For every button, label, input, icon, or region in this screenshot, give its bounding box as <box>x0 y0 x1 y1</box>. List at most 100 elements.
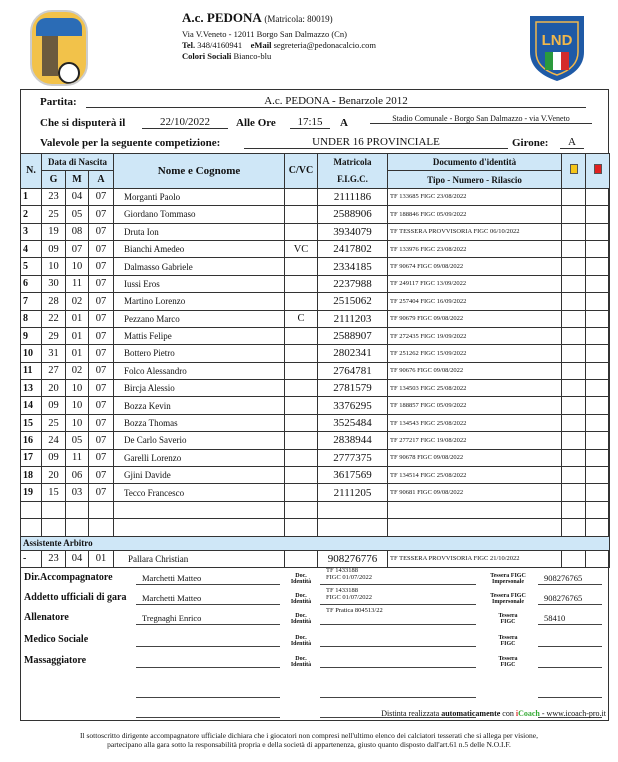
icoach-credit: Distinta realizzata automaticamente con … <box>381 709 606 718</box>
player-number: 19 <box>20 483 42 502</box>
staff-tessera-field: 58410 <box>538 609 602 625</box>
birth-month: 10 <box>65 413 89 433</box>
red-card-cell <box>585 274 611 294</box>
captain-flag <box>284 274 319 294</box>
player-number: 4 <box>20 239 42 259</box>
birth-month: 05 <box>65 205 89 224</box>
assistant-section-title: Assistente Arbitro <box>19 535 611 551</box>
birth-day: 10 <box>41 257 66 276</box>
player-name: Giordano Tommaso <box>113 205 286 224</box>
birth-year: 01 <box>87 549 115 568</box>
captain-flag <box>284 379 319 398</box>
red-card-icon <box>593 164 602 175</box>
red-card-cell <box>585 431 611 450</box>
player-row: 18 20 06 07 Gjini Davide 3617569 TF 134514 FIG… <box>20 466 611 485</box>
time-label: Alle Ore <box>236 117 276 129</box>
staff-doc-field <box>320 650 476 668</box>
player-name: Pallara Christian <box>113 549 286 568</box>
player-number: 11 <box>20 361 42 381</box>
birth-month: 07 <box>65 239 89 259</box>
staff-tessera-field: 908276765 <box>538 569 602 585</box>
birth-month: 04 <box>65 187 89 207</box>
col-birth: Data di Nascita <box>40 152 115 172</box>
document: TF 133685 FIGC 23/08/2022 <box>387 187 563 207</box>
staff-label-allenatore: Allenatore <box>24 612 69 623</box>
player-name: Morganti Paolo <box>113 187 286 207</box>
birth-month: 10 <box>65 379 89 398</box>
player-name: Pezzano Marco <box>113 309 286 328</box>
yellow-card-cell <box>561 205 587 224</box>
player-number: 2 <box>20 205 42 224</box>
player-number: 14 <box>20 396 42 415</box>
club-logo <box>30 10 88 86</box>
staff-name-field <box>136 702 280 718</box>
matricola: 2764781 <box>317 361 389 381</box>
yellow-card-cell <box>561 379 587 398</box>
player-name: Garelli Lorenzo <box>113 448 286 468</box>
tessera-label: Tessera FIGC <box>498 656 518 668</box>
staff-label-massaggiatore: Massaggiatore <box>24 655 87 666</box>
captain-flag <box>284 187 319 207</box>
yellow-card-cell <box>561 549 587 568</box>
birth-day: 23 <box>41 187 66 207</box>
birth-day <box>41 518 66 537</box>
birth-day: 15 <box>41 483 66 502</box>
birth-year: 07 <box>87 361 115 381</box>
doc-label: Doc. Identità <box>290 656 312 668</box>
matricola: 2838944 <box>317 431 389 450</box>
player-name: De Carlo Saverio <box>113 431 286 450</box>
staff-name-field: Marchetti Matteo <box>136 589 280 605</box>
partita-label: Partita: <box>40 96 77 108</box>
yellow-card-cell <box>561 518 587 537</box>
captain-flag <box>284 257 319 276</box>
player-row: 13 20 10 07 Bircja Alessio 2781579 TF 134503 F… <box>20 379 611 398</box>
birth-year: 07 <box>87 187 115 207</box>
document: TF 90674 FIGC 09/08/2022 <box>387 257 563 276</box>
matricola: 2111186 <box>317 187 389 207</box>
col-name: Nome e Cognome <box>113 153 286 189</box>
player-row: 7 28 02 07 Martino Lorenzo 2515062 TF 257404 F… <box>20 292 611 311</box>
captain-flag <box>284 205 319 224</box>
player-row: 8 22 01 07 Pezzano Marco C 2111203 TF 90679 FIG… <box>20 309 611 328</box>
yellow-card-cell <box>561 292 587 311</box>
birth-day: 29 <box>41 326 66 346</box>
girone-field: A <box>560 136 584 149</box>
player-name: Bottero Pietro <box>113 344 286 363</box>
staff-label-medico: Medico Sociale <box>24 634 89 645</box>
document: TF 90681 FIGC 09/08/2022 <box>387 483 563 502</box>
player-number: 18 <box>20 466 42 485</box>
birth-month: 06 <box>65 466 89 485</box>
player-number: 17 <box>20 448 42 468</box>
yellow-card-cell <box>561 483 587 502</box>
birth-month: 01 <box>65 309 89 328</box>
player-name: Bozza Kevin <box>113 396 286 415</box>
birth-year: 07 <box>87 326 115 346</box>
captain-flag <box>284 549 319 568</box>
col-documento: Documento d'identità <box>387 152 563 172</box>
birth-month: 10 <box>65 396 89 415</box>
staff-name-field <box>136 652 280 668</box>
col-yellow-card <box>561 153 587 189</box>
document: TF 188857 FIGC 05/09/2022 <box>387 396 563 415</box>
captain-flag <box>284 483 319 502</box>
matricola: 3376295 <box>317 396 389 415</box>
matricola: 2588906 <box>317 205 389 224</box>
captain-flag <box>284 431 319 450</box>
player-name: Tecco Francesco <box>113 483 286 502</box>
staff-name-field <box>136 682 280 698</box>
player-row: 3 19 08 07 Druta Ion 3934079 TF TESSERA PROVVI… <box>20 222 611 241</box>
birth-month: 02 <box>65 292 89 311</box>
staff-label-addetto: Addetto ufficiali di gara <box>24 592 127 603</box>
player-row: 17 09 11 07 Garelli Lorenzo 2777375 TF 90678 F… <box>20 448 611 468</box>
matricola: 3525484 <box>317 413 389 433</box>
yellow-card-cell <box>561 413 587 433</box>
birth-month <box>65 500 89 520</box>
football-icon <box>58 62 80 84</box>
document: TF TESSERA PROVVISORIA FIGC 06/10/2022 <box>387 222 563 241</box>
red-card-cell <box>585 292 611 311</box>
doc-label: Doc. Identità <box>290 613 312 625</box>
birth-year <box>87 500 115 520</box>
col-a: A <box>87 170 115 189</box>
document: TF 134503 FIGC 25/08/2022 <box>387 379 563 398</box>
captain-flag <box>284 326 319 346</box>
